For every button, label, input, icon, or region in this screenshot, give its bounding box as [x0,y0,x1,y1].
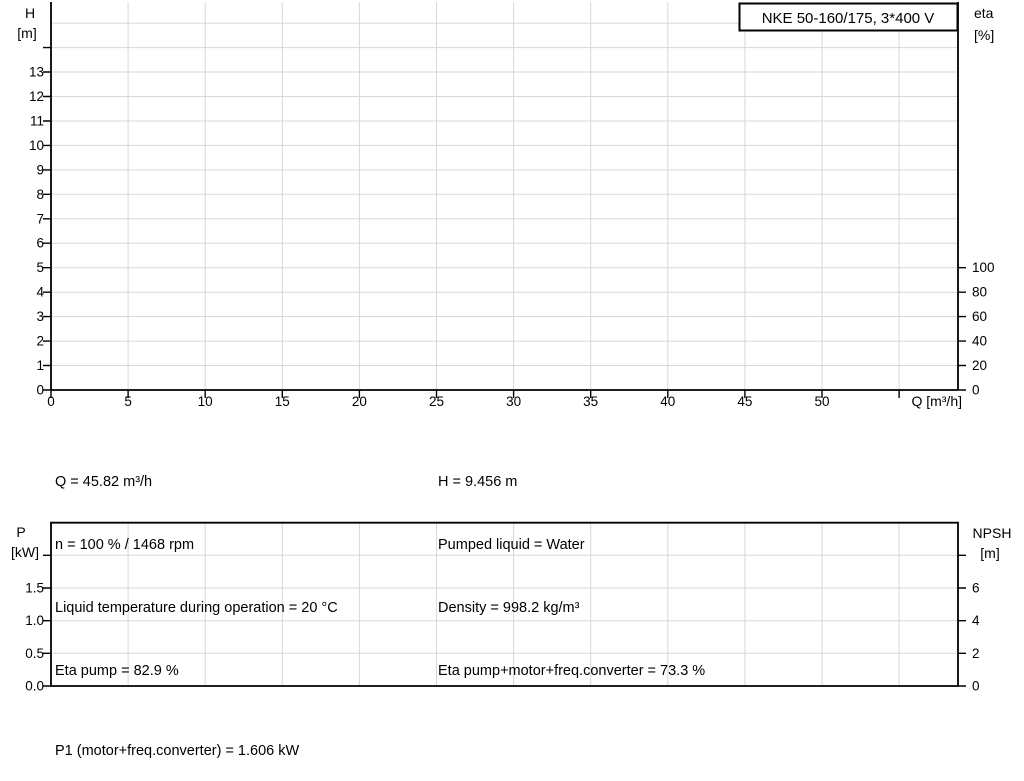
duty-data-left: Q = 45.82 m³/h n = 100 % / 1468 rpm Liqu… [55,430,338,703]
tick-label: 20 [352,394,367,409]
tick-label: 0 [972,679,980,694]
npsh-axis-label: NPSH [973,525,1012,541]
npsh-axis-unit: [m] [980,545,999,561]
tick-label: 40 [972,334,987,349]
tick-label: 20 [972,358,987,373]
tick-label: 0 [47,394,55,409]
duty-eta-total: Eta pump+motor+freq.converter = 73.3 % [438,663,706,679]
tick-label: 4 [972,613,980,628]
tick-label: 80 [972,285,987,300]
eta-axis-unit: [%] [974,27,994,43]
duty-eta-pump: Eta pump = 82.9 % [55,663,179,679]
tick-label: 0 [972,383,980,398]
tick-label: 0.5 [25,646,44,661]
tick-label: 45 [737,394,752,409]
pump-title: NKE 50-160/175, 3*400 V [762,10,935,27]
eta-axis-tick-labels: 0 20 40 60 80 100 [972,260,995,397]
tick-label: 12 [29,89,44,104]
tick-label: 7 [36,211,44,226]
h-axis-label: H [25,5,35,21]
duty-p1: P1 (motor+freq.converter) = 1.606 kW [55,743,300,759]
top-chart [43,2,966,398]
tick-label: 5 [124,394,132,409]
bottom-chart [43,521,966,687]
tick-label: 2 [972,646,980,661]
tick-label: 2 [36,334,44,349]
top-chart-ticks [43,46,966,398]
tick-label: 1 [36,358,44,373]
tick-label: 0.0 [25,679,44,694]
tick-label: 8 [36,187,44,202]
duty-data-right: H = 9.456 m Pumped liquid = Water Densit… [438,430,705,703]
bottom-chart-grid [51,522,958,686]
title-box: NKE 50-160/175, 3*400 V [738,2,959,32]
tick-label: 15 [275,394,290,409]
p-axis-label: P [16,524,25,540]
tick-label: 4 [36,285,44,300]
tick-label: 40 [660,394,675,409]
p-axis-tick-labels: 0.0 0.5 1.0 1.5 [25,581,44,694]
tick-label: 50 [814,394,829,409]
tick-label: 13 [29,65,44,80]
tick-label: 1.0 [25,613,44,628]
tick-label: 3 [36,309,44,324]
p-axis-unit: [kW] [11,544,39,560]
duty-h: H = 9.456 m [438,474,518,490]
tick-label: 30 [506,394,521,409]
duty-density: Density = 998.2 kg/m³ [438,600,580,616]
duty-pumped-liquid: Pumped liquid = Water [438,537,585,553]
duty-speed: n = 100 % / 1468 rpm [55,537,195,553]
tick-label: 5 [36,260,44,275]
top-chart-grid [51,2,958,390]
tick-label: 6 [36,236,44,251]
tick-label: 11 [30,113,44,128]
tick-label: 100 [972,260,995,275]
title-box-border [738,2,959,32]
tick-label: 60 [972,309,987,324]
duty-liquid-temp: Liquid temperature during operation = 20… [55,600,338,616]
tick-label: 25 [429,394,444,409]
duty-data-bottom: P1 (motor+freq.converter) = 1.606 kW P2 … [55,699,299,781]
top-chart-frame [50,2,959,391]
tick-label: 10 [29,138,44,153]
tick-label: 6 [972,581,980,596]
npsh-axis-tick-labels: 0 2 4 6 [972,581,980,694]
tick-label: 9 [36,162,44,177]
h-axis-tick-labels: 0 1 2 3 4 5 6 7 8 9 10 11 12 13 [29,65,45,398]
duty-q: Q = 45.82 m³/h [55,474,153,490]
tick-label: 35 [583,394,598,409]
tick-label: 1.5 [25,581,44,596]
tick-label: 0 [36,383,44,398]
q-axis-label: Q [m³/h] [911,393,962,409]
bottom-chart-ticks [43,554,966,687]
tick-label: 10 [198,394,213,409]
q-axis-tick-labels: 0 5 10 15 20 25 30 35 40 45 50 [47,394,829,409]
eta-axis-label: eta [974,5,994,21]
h-axis-unit: [m] [17,25,36,41]
